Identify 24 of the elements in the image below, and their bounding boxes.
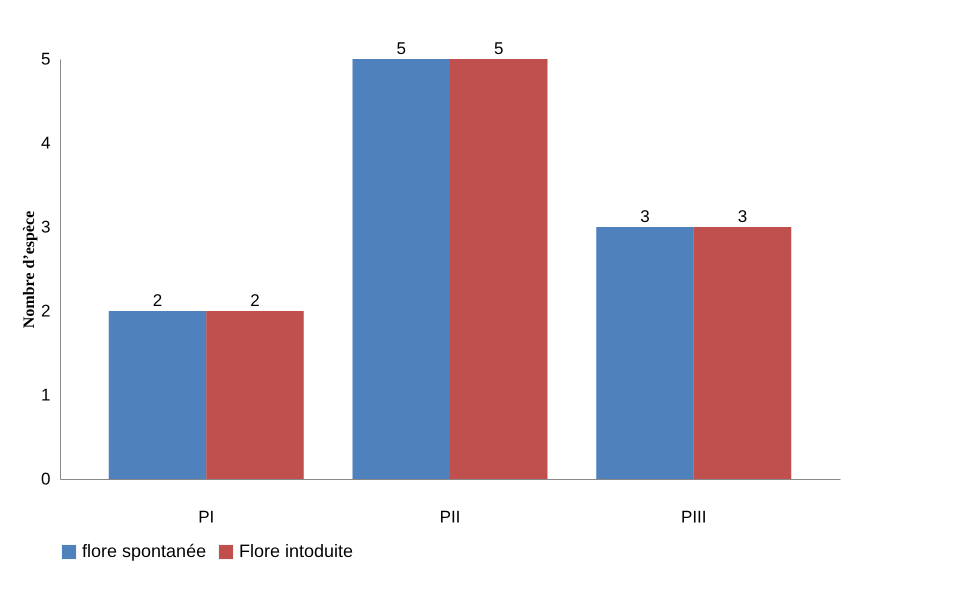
data-label: 3: [738, 207, 748, 226]
data-label: 3: [640, 207, 650, 226]
bar: [108, 311, 206, 479]
data-label: 2: [152, 291, 162, 310]
bar: [694, 227, 792, 479]
legend-label: flore spontanée: [82, 541, 206, 561]
y-axis-title: Nombre d’espèce: [21, 210, 38, 328]
y-tick-label: 4: [41, 134, 50, 152]
data-label: 5: [494, 39, 504, 58]
bar: [352, 59, 450, 479]
y-tick-label: 5: [41, 50, 50, 68]
x-tick-label: PII: [440, 508, 460, 526]
y-tick-label: 1: [41, 386, 50, 404]
bar: [450, 59, 548, 479]
x-tick-label: PI: [198, 508, 214, 526]
y-tick-label: 3: [41, 218, 50, 236]
y-tick-label: 2: [41, 302, 50, 320]
data-label: 2: [250, 291, 260, 310]
x-tick-label: PIII: [680, 508, 707, 526]
data-label: 5: [396, 39, 406, 58]
bar: [596, 227, 694, 479]
legend-label: Flore intoduite: [239, 541, 354, 561]
bar: [206, 311, 304, 479]
y-tick-label: 0: [41, 470, 50, 488]
